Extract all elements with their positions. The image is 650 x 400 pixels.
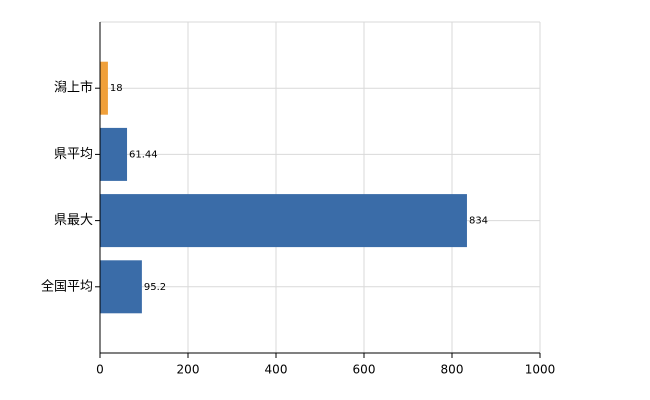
x-tick-label: 600 <box>353 363 376 377</box>
x-tick-label: 200 <box>177 363 200 377</box>
data-label: 61.44 <box>129 149 158 160</box>
bar <box>100 61 108 115</box>
x-tick-label: 1000 <box>525 363 556 377</box>
bar <box>100 260 142 314</box>
data-label: 834 <box>469 216 488 227</box>
x-tick-label: 0 <box>96 363 104 377</box>
y-tick-label: 全国平均 <box>41 278 93 294</box>
bar <box>100 127 128 181</box>
data-label: 18 <box>110 83 123 94</box>
y-tick-label: 潟上市 <box>54 80 93 96</box>
bar <box>100 194 467 248</box>
data-label: 95.2 <box>144 282 166 293</box>
y-tick-label: 県最大 <box>54 213 93 228</box>
y-tick-label: 県平均 <box>54 147 93 162</box>
x-tick-label: 800 <box>441 363 464 377</box>
x-tick-label: 400 <box>265 363 288 377</box>
